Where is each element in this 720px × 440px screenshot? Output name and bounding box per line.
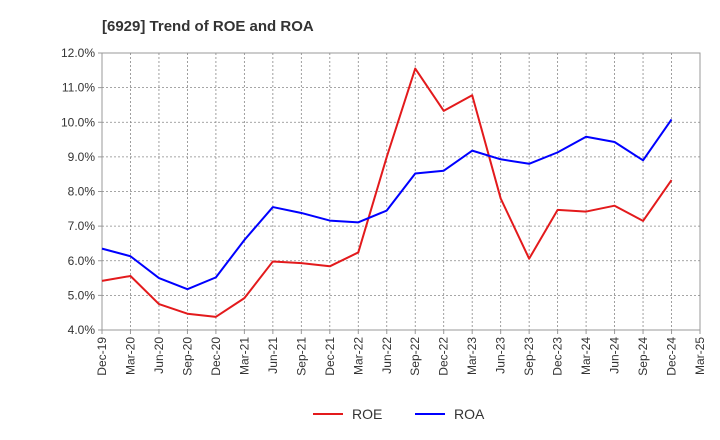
y-tick-label: 9.0%: [68, 150, 96, 164]
x-tick-label: Jun-22: [380, 337, 394, 374]
x-axis: Dec-19 Mar-20 Jun-20 Sep-20 Dec-20 Mar-21 Jun-…: [95, 330, 707, 376]
x-tick-label: Jun-21: [266, 337, 280, 374]
x-tick-label: Sep-21: [294, 337, 308, 376]
series-line-roe: [101, 67, 673, 318]
x-tick-label: Dec-19: [95, 337, 109, 376]
x-tick-label: Mar-25: [693, 337, 707, 375]
legend: ROE ROA: [313, 406, 485, 422]
x-tick-label: Dec-24: [665, 337, 679, 376]
legend-label-roe: ROE: [352, 406, 382, 422]
x-tick-label: Jun-24: [608, 337, 622, 374]
x-tick-label: Dec-23: [551, 337, 565, 376]
x-tick-label: Dec-22: [437, 337, 451, 376]
y-tick-label: 5.0%: [68, 288, 96, 302]
chart-title: [6929] Trend of ROE and ROA: [102, 18, 314, 35]
x-tick-label: Sep-23: [522, 337, 536, 376]
x-tick-label: Sep-20: [180, 337, 194, 376]
x-tick-label: Sep-24: [636, 337, 650, 376]
y-tick-label: 4.0%: [68, 323, 96, 337]
y-tick-label: 7.0%: [68, 219, 96, 233]
x-tick-label: Mar-22: [351, 337, 365, 375]
x-tick-label: Mar-24: [579, 337, 593, 375]
y-tick-label: 8.0%: [68, 185, 96, 199]
series-line-roa: [101, 118, 673, 291]
x-tick-label: Mar-20: [123, 337, 137, 375]
y-tick-label: 11.0%: [62, 81, 95, 95]
x-tick-label: Dec-21: [323, 337, 337, 376]
x-tick-label: Sep-22: [408, 337, 422, 376]
x-tick-label: Mar-21: [237, 337, 251, 375]
y-tick-label: 10.0%: [61, 115, 95, 129]
y-axis: 4.0% 5.0% 6.0% 7.0% 8.0% 9.0% 10.0% 11.0% 12.0%: [61, 46, 102, 337]
y-tick-label: 6.0%: [68, 254, 96, 268]
x-tick-label: Dec-20: [209, 337, 223, 376]
y-tick-label: 12.0%: [61, 46, 95, 60]
legend-label-roa: ROA: [454, 406, 485, 422]
x-tick-label: Jun-20: [152, 337, 166, 374]
series: [101, 67, 673, 318]
x-tick-label: Mar-23: [465, 337, 479, 375]
x-tick-label: Jun-23: [494, 337, 508, 374]
